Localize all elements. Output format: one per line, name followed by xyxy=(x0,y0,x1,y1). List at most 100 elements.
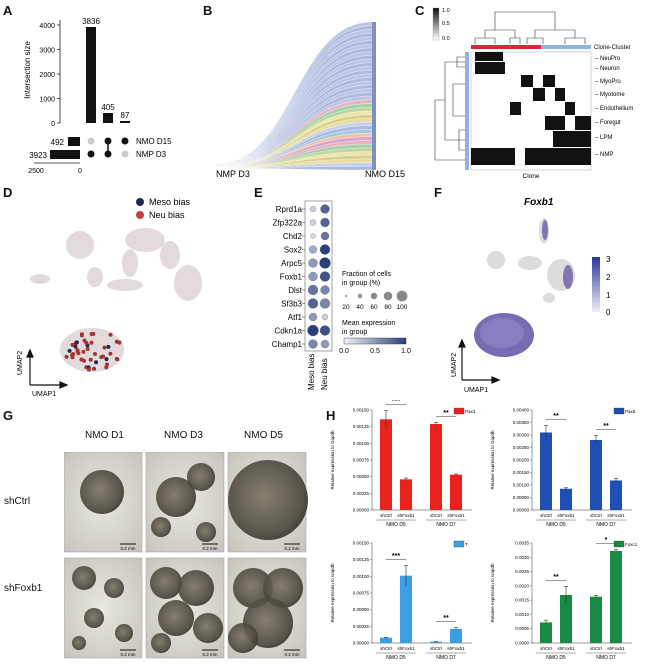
gene-label: Atf1 xyxy=(288,313,303,322)
bias-dot xyxy=(82,338,87,343)
bias-dot xyxy=(86,367,91,372)
qpcr-ytick: 0.00000 xyxy=(353,641,370,646)
scale-tick: 1 xyxy=(606,291,611,300)
clone-heatmap: 1.0 0.5 0.0 Clone-Cluster – NeuPro – Neur… xyxy=(432,7,633,180)
qpcr-bar xyxy=(450,629,462,643)
dot-meso xyxy=(310,233,316,239)
set-size-bar-d15 xyxy=(68,137,80,146)
scale-bar-label: 0.2 mm xyxy=(284,652,299,657)
umap1-label: UMAP1 xyxy=(32,391,56,398)
bias-dot xyxy=(106,344,111,349)
bias-dot xyxy=(89,340,94,345)
bias-dot xyxy=(88,357,93,362)
qpcr-xtick: shFoxb1 xyxy=(557,513,575,518)
dot-meso xyxy=(309,205,317,213)
bar-value-2: 405 xyxy=(101,103,115,112)
organoid xyxy=(151,517,171,537)
qpcr-ytick: 0.00300 xyxy=(513,433,530,438)
qpcr-ytick: 0.00100 xyxy=(513,483,530,488)
qpcr-ytick: 0.00200 xyxy=(513,458,530,463)
heatmap-row-label: – Endothelium xyxy=(595,106,633,112)
heatmap-row-label: – Myotome xyxy=(595,92,625,98)
qpcr-ytick: 0.0015 xyxy=(515,598,529,603)
bias-dot xyxy=(89,331,94,336)
qpcr-ytick: 0.00075 xyxy=(353,591,370,596)
panel-label-d: D xyxy=(3,185,13,200)
qpcr-xtick: shFoxb1 xyxy=(397,513,415,518)
heatmap-row-label: – LPM xyxy=(595,135,612,141)
panel-label-g: G xyxy=(3,408,14,423)
scale-bar-label: 0.2 mm xyxy=(202,652,217,657)
dot-meso xyxy=(307,284,319,296)
gene-label: Dlst xyxy=(288,286,303,295)
qpcr-legend: Foxc1 xyxy=(625,542,638,547)
set-size-bar-d3 xyxy=(50,150,80,159)
qpcr-bar xyxy=(610,551,622,643)
qpcr-xtick: shCtrl xyxy=(430,646,442,651)
organoid xyxy=(150,567,182,599)
upset-ytick: 2000 xyxy=(39,72,55,79)
dot-meso xyxy=(309,219,317,226)
qpcr-group: NMO D7 xyxy=(596,522,616,528)
umap-bias: Meso bias Neu bias UMAP2 UMAP1 xyxy=(17,197,202,398)
qpcr-ytick: 0.00050 xyxy=(353,607,370,612)
qpcr-bar xyxy=(540,432,552,510)
bias-dot xyxy=(108,332,113,337)
qpcr-ytick: 0.00000 xyxy=(353,508,370,513)
set-axis-tick: 2500 xyxy=(28,168,44,175)
intersection-bar-2 xyxy=(103,113,113,123)
upset-ytick: 0 xyxy=(51,121,55,128)
dot-meso xyxy=(308,339,318,349)
qpcr-bar xyxy=(590,596,602,643)
qpcr-ytick: 0.0005 xyxy=(515,626,529,631)
bias-dot xyxy=(92,366,97,371)
frac-title-1: Fraction of cells xyxy=(342,271,392,278)
col-d5: NMO D5 xyxy=(244,430,283,441)
organoid xyxy=(72,566,96,590)
organoid xyxy=(228,623,258,653)
set-name-d15: NMO D15 xyxy=(136,137,172,146)
scale-tick: 1.0 xyxy=(442,8,450,14)
dot-neu xyxy=(319,271,331,282)
bias-dot xyxy=(115,357,120,362)
frac-tick: 40 xyxy=(356,304,364,311)
heatmap-cell xyxy=(475,52,503,61)
bias-dot xyxy=(114,339,119,344)
organoid xyxy=(263,568,303,608)
qpcr-xtick: shCtrl xyxy=(540,646,552,651)
qpcr-xtick: shCtrl xyxy=(590,646,602,651)
organoid xyxy=(158,600,194,636)
dot-neu xyxy=(320,231,330,241)
qpcr-ytick: 0.00150 xyxy=(513,470,530,475)
upset-ytick: 3000 xyxy=(39,48,55,55)
upset-ytick: 4000 xyxy=(39,23,55,30)
bias-dot xyxy=(75,349,80,354)
organoid xyxy=(84,608,104,628)
organoid xyxy=(72,636,86,650)
col-meso: Meso bias xyxy=(307,354,316,390)
qpcr-bar xyxy=(380,419,392,510)
qpcr-bar xyxy=(540,622,552,643)
upset-ylabel: Intersection size xyxy=(23,41,32,99)
scale-tick: 0 xyxy=(606,308,611,317)
heatmap-cell xyxy=(553,131,591,147)
heatmap-row-label: – MyoPro xyxy=(595,79,621,85)
scale-tick: 0.5 xyxy=(442,21,450,27)
gene-label: Chd2 xyxy=(283,232,303,241)
mean-tick: 1.0 xyxy=(401,348,411,355)
qpcr-ytick: 0.0020 xyxy=(515,583,529,588)
mean-title-1: Mean expression xyxy=(342,320,395,327)
significance-mark: ** xyxy=(443,410,449,417)
panel-label-h: H xyxy=(326,408,336,423)
organoid xyxy=(193,613,223,643)
dot-neu xyxy=(321,313,329,321)
bar-value-3: 87 xyxy=(121,111,130,120)
dot-meso xyxy=(308,245,318,254)
qpcr-chart-t: Relative expression to Gapdh 0.00000 0.000… xyxy=(330,541,472,661)
mean-tick: 0.5 xyxy=(370,348,380,355)
bias-dot xyxy=(81,358,86,363)
scale-tick: 0.0 xyxy=(442,36,450,42)
row-shctrl: shCtrl xyxy=(4,496,31,507)
qpcr-group: NMO D5 xyxy=(546,522,566,528)
gene-label: Sox2 xyxy=(284,246,303,255)
